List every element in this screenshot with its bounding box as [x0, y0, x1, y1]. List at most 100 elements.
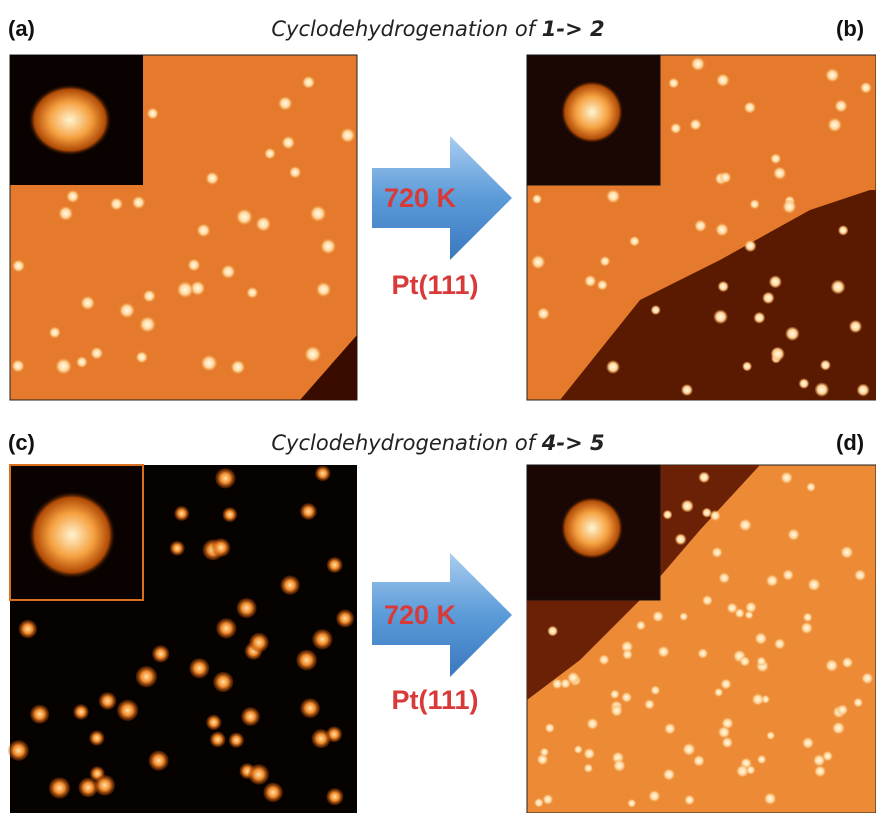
- molecule: [336, 609, 354, 627]
- molecule: [690, 119, 702, 131]
- molecule: [606, 189, 620, 203]
- molecule: [282, 136, 295, 149]
- molecule: [682, 743, 695, 756]
- molecule: [822, 751, 833, 762]
- molecule: [664, 723, 676, 735]
- inset-molecule: [28, 84, 112, 156]
- molecule: [668, 78, 679, 89]
- molecule: [19, 620, 37, 638]
- arrow-label: 720 K: [384, 600, 457, 630]
- molecule: [583, 748, 595, 760]
- molecule: [241, 707, 260, 726]
- molecule: [742, 362, 752, 372]
- molecule: [799, 378, 809, 388]
- row-title: Cyclodehydrogenation of 1-> 2: [271, 17, 604, 41]
- molecule: [679, 612, 688, 621]
- molecule: [675, 534, 686, 545]
- molecule: [780, 472, 792, 484]
- molecule: [670, 123, 681, 134]
- molecule: [117, 700, 138, 721]
- title-text: Cyclodehydrogenation of: [271, 431, 541, 455]
- panel-label: (c): [8, 430, 35, 455]
- molecule: [326, 788, 343, 805]
- molecule: [719, 572, 730, 583]
- molecule: [305, 346, 321, 362]
- molecule: [206, 172, 219, 185]
- inset-molecule: [560, 496, 624, 560]
- molecule: [99, 692, 117, 710]
- molecule: [119, 303, 134, 318]
- molecule: [289, 166, 301, 178]
- molecule: [340, 128, 355, 143]
- molecule: [622, 649, 633, 660]
- molecule: [684, 795, 695, 806]
- molecule: [774, 638, 786, 650]
- molecule: [745, 602, 757, 614]
- molecule: [221, 265, 235, 279]
- molecule: [750, 199, 760, 209]
- molecule: [170, 541, 185, 556]
- molecule: [627, 799, 636, 808]
- molecule: [739, 656, 750, 667]
- molecule: [140, 316, 156, 332]
- molecule: [236, 209, 252, 225]
- molecule: [815, 383, 829, 397]
- molecule: [56, 358, 72, 374]
- molecule: [785, 327, 799, 341]
- row-title: Cyclodehydrogenation of 4-> 5: [271, 431, 604, 455]
- molecule: [715, 223, 728, 236]
- title-emphasis: 1-> 2: [542, 17, 605, 41]
- molecule: [540, 747, 549, 756]
- molecule: [586, 718, 598, 730]
- molecule: [762, 292, 774, 304]
- molecule: [807, 578, 820, 591]
- molecule: [770, 153, 781, 164]
- molecule: [681, 500, 693, 512]
- molecule: [814, 765, 826, 777]
- molecule: [806, 482, 816, 492]
- molecule: [744, 102, 756, 114]
- figure: (a) (b) (c) (d) Cyclodehydrogenation of …: [0, 0, 876, 813]
- molecule: [771, 347, 785, 361]
- molecule: [237, 598, 257, 618]
- molecule: [711, 547, 722, 558]
- inset-molecule: [560, 80, 624, 144]
- molecule: [310, 206, 326, 222]
- molecule: [611, 705, 623, 717]
- molecule: [547, 626, 557, 636]
- molecule: [648, 790, 660, 802]
- molecule: [136, 666, 157, 687]
- substrate-label: Pt(111): [391, 685, 478, 715]
- molecule: [132, 196, 145, 209]
- molecule: [783, 200, 797, 214]
- molecule: [312, 629, 332, 649]
- molecule: [8, 740, 29, 761]
- molecule: [849, 320, 862, 333]
- molecule: [663, 768, 675, 780]
- title-emphasis: 4-> 5: [541, 431, 605, 455]
- molecule: [837, 704, 848, 715]
- molecule: [691, 57, 705, 71]
- panel-label: (a): [8, 16, 35, 41]
- molecule: [820, 360, 831, 371]
- molecule: [860, 82, 872, 94]
- molecule: [720, 678, 731, 689]
- molecule: [825, 68, 839, 82]
- molecule: [764, 792, 777, 805]
- molecule: [835, 100, 848, 113]
- molecule: [264, 148, 275, 159]
- molecule: [12, 260, 24, 272]
- molecule: [801, 622, 813, 634]
- molecule: [727, 602, 738, 613]
- molecule: [177, 281, 193, 297]
- molecule: [752, 693, 765, 706]
- molecule: [249, 633, 268, 652]
- molecule: [744, 240, 756, 252]
- molecule: [110, 198, 123, 211]
- inset-molecule: [28, 491, 116, 579]
- molecule: [152, 645, 169, 662]
- molecule: [663, 510, 672, 519]
- molecule: [610, 689, 620, 699]
- molecule: [81, 296, 95, 310]
- molecule: [584, 763, 594, 773]
